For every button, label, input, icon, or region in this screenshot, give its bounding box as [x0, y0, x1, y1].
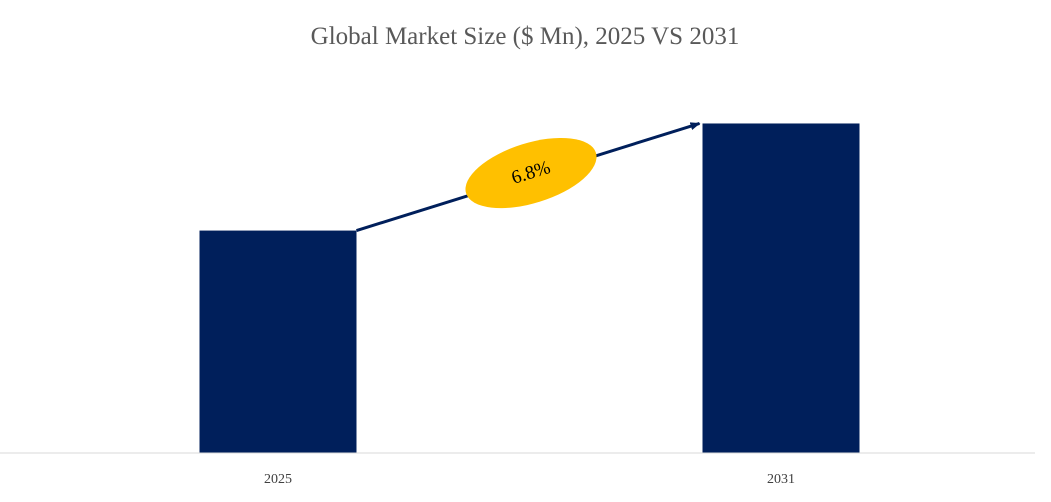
- bar-group: [199, 123, 860, 453]
- x-axis-ticks: 2025 2031: [264, 472, 795, 487]
- chart-title: Global Market Size ($ Mn), 2025 VS 2031: [311, 23, 740, 50]
- cagr-badge: 6.8%: [465, 137, 597, 209]
- x-tick-label-2031: 2031: [767, 472, 795, 487]
- bar-2025: [199, 230, 357, 453]
- cagr-ellipse: [465, 137, 597, 209]
- x-tick-label-2025: 2025: [264, 472, 292, 487]
- bar-2031: [702, 123, 860, 453]
